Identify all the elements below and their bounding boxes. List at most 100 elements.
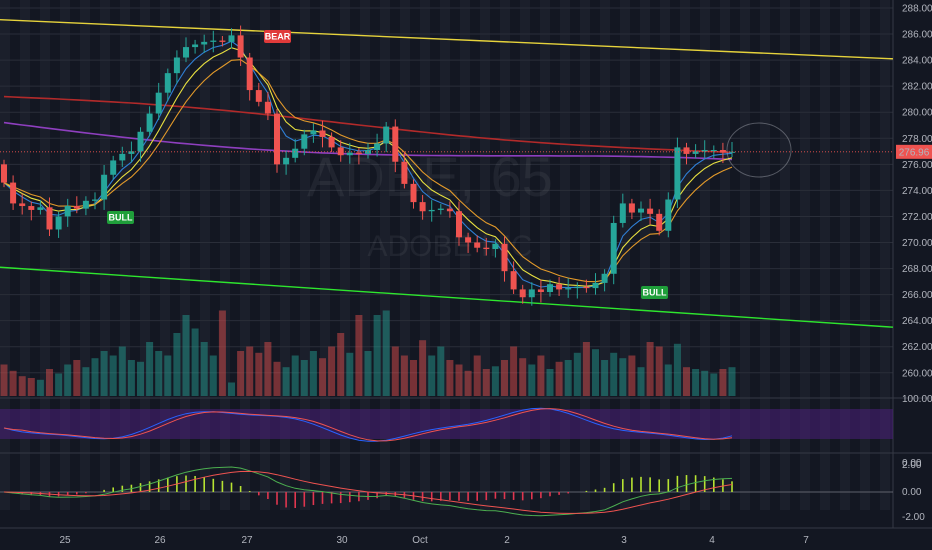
macd-tick-label: 2.00: [902, 460, 922, 471]
session-band: [540, 0, 550, 510]
volume-bar: [646, 342, 654, 396]
volume-bar: [191, 328, 199, 396]
candle-body: [274, 113, 280, 165]
session-band: [780, 0, 790, 510]
volume-bar: [282, 367, 290, 396]
price-tick-label: 288.00: [902, 4, 932, 15]
session-band: [360, 0, 370, 510]
session-band: [280, 0, 290, 510]
volume-bar: [410, 360, 417, 396]
session-band: [380, 0, 390, 510]
bull-signal-tag-bg: [641, 286, 668, 299]
price-tick-label: 262.00: [902, 342, 932, 353]
candle-body: [583, 286, 590, 289]
volume-bar: [428, 355, 436, 396]
time-tick-label: 3: [621, 535, 627, 546]
volume-bar: [546, 369, 554, 396]
bear-signal-tag-bg: [264, 30, 291, 43]
volume-bar: [55, 373, 63, 396]
session-band: [600, 0, 610, 510]
volume-bar: [701, 370, 709, 396]
candle-body: [428, 209, 435, 212]
volume-bar: [155, 351, 163, 396]
volume-bar: [273, 361, 281, 396]
volume-bar: [573, 352, 581, 396]
price-tick-label: 284.00: [902, 56, 932, 67]
macd-signal-line: [3, 470, 733, 514]
candle-body: [456, 211, 462, 238]
volume-bar: [82, 367, 90, 396]
session-band: [480, 0, 490, 510]
session-band: [740, 0, 750, 510]
candle-body: [119, 153, 126, 161]
candle-body: [164, 73, 171, 93]
candle-body: [510, 271, 517, 290]
volume-bar: [464, 370, 472, 396]
volume-bar: [100, 351, 108, 396]
stoch-d-line: [3, 408, 733, 442]
session-band: [660, 0, 670, 510]
bear-signal-tag: BEAR: [265, 32, 291, 42]
time-tick-label: 4: [709, 535, 715, 546]
candle-body: [346, 152, 353, 156]
volume-bar: [255, 352, 263, 396]
candle-body: [574, 286, 581, 289]
price-tick-label: 270.00: [902, 238, 932, 249]
session-band: [620, 0, 630, 510]
candle-body: [492, 243, 499, 250]
bull-signal-tag: BULL: [643, 288, 667, 298]
price-tick-label: 286.00: [902, 30, 932, 41]
volume-bar: [564, 360, 572, 396]
candle-body: [374, 143, 381, 151]
volume-bar: [501, 360, 508, 396]
volume-bar: [264, 342, 272, 396]
volume-bar: [228, 382, 235, 396]
candle-body: [565, 288, 572, 290]
candle-body: [37, 207, 44, 210]
volume-bar: [673, 343, 681, 396]
candle-body: [446, 208, 453, 212]
volume-bar: [237, 351, 245, 396]
candle-body: [328, 136, 335, 148]
volume-bar: [528, 364, 536, 396]
candle-body: [592, 282, 599, 289]
session-band: [140, 0, 150, 510]
volume-bar: [519, 358, 527, 396]
session-band: [440, 0, 450, 510]
volume-bar: [300, 360, 308, 396]
volume-bar: [491, 366, 499, 396]
volume-bar: [373, 315, 381, 396]
candle-body: [301, 134, 308, 149]
volume-bar: [46, 369, 53, 396]
volume-bar: [446, 360, 454, 396]
candle-body: [219, 40, 226, 42]
candle-body: [556, 284, 563, 290]
candle-body: [292, 148, 299, 158]
volume-bar: [382, 310, 390, 396]
candle-body: [537, 289, 544, 293]
candle-body: [610, 222, 617, 274]
candle-body: [710, 150, 717, 152]
price-tick-label: 266.00: [902, 290, 932, 301]
volume-bar: [337, 333, 345, 396]
candle-body: [365, 150, 371, 154]
candle-body: [519, 289, 526, 298]
session-band: [680, 0, 690, 510]
candle-body: [64, 206, 71, 217]
candle-body: [383, 126, 390, 144]
volume-bar: [719, 369, 727, 396]
candle-body: [547, 284, 553, 293]
session-band: [120, 0, 130, 510]
session-band: [220, 0, 230, 510]
candle-body: [137, 131, 144, 152]
price-tick-label: 278.00: [902, 134, 932, 145]
volume-bar: [200, 342, 208, 396]
volume-bar: [218, 310, 226, 396]
time-tick-label: 25: [59, 535, 71, 546]
volume-bar: [118, 346, 126, 396]
price-tick-label: 260.00: [902, 368, 932, 379]
volume-bar: [173, 333, 181, 396]
candle-body: [146, 113, 153, 132]
session-band: [520, 0, 530, 510]
